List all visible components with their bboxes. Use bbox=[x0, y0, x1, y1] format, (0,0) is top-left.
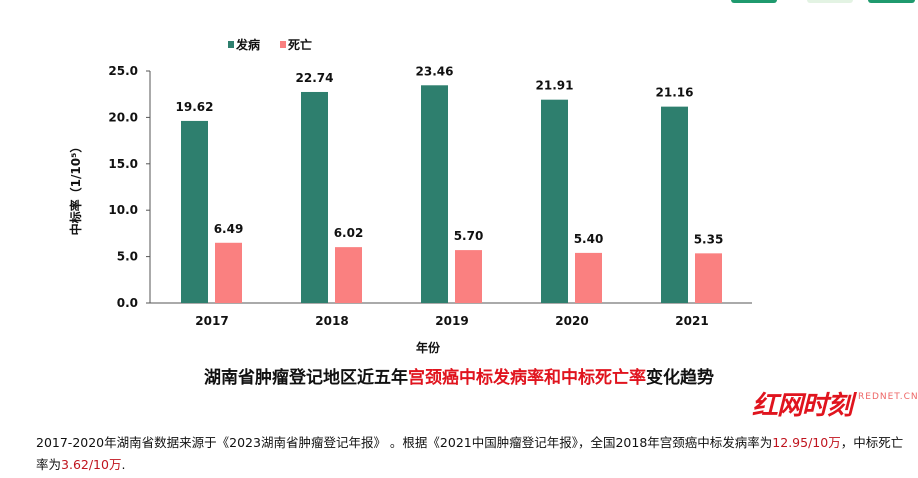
data-label: 5.35 bbox=[694, 232, 724, 246]
bar-mortality bbox=[335, 247, 362, 303]
y-tick-label: 25.0 bbox=[108, 64, 138, 78]
top-button-2[interactable] bbox=[807, 0, 853, 3]
x-tick-label: 2019 bbox=[435, 314, 468, 328]
y-tick-label: 5.0 bbox=[117, 250, 138, 264]
note-mortality-value: 3.62/10万 bbox=[61, 457, 122, 472]
caption-part1: 湖南省肿瘤登记地区近五年 bbox=[204, 368, 408, 388]
bar-mortality bbox=[215, 242, 242, 303]
legend-swatch bbox=[280, 41, 286, 48]
top-button-1[interactable] bbox=[731, 0, 777, 3]
y-tick-label: 10.0 bbox=[108, 203, 138, 217]
y-tick-label: 20.0 bbox=[108, 110, 138, 124]
data-label: 6.02 bbox=[334, 226, 364, 240]
x-tick-label: 2020 bbox=[555, 314, 588, 328]
caption-highlight: 宫颈癌中标发病率和中标死亡率 bbox=[408, 368, 646, 388]
data-label: 19.62 bbox=[176, 100, 214, 114]
legend-swatch bbox=[228, 41, 234, 48]
bar-incidence bbox=[301, 91, 328, 303]
watermark-logo: 红网时刻 bbox=[752, 391, 853, 421]
bar-mortality bbox=[455, 250, 482, 303]
data-label: 22.74 bbox=[296, 71, 334, 85]
x-axis-title: 年份 bbox=[416, 340, 441, 355]
watermark-sub: REDNET.CN bbox=[858, 392, 918, 402]
bar-chart: 0.0 5.0 10.0 15.0 20.0 25.0 2017 19.62 6.49 2018 2… bbox=[68, 37, 752, 355]
chart-caption: 湖南省肿瘤登记地区近五年宫颈癌中标发病率和中标死亡率变化趋势 bbox=[0, 368, 918, 388]
note-text: ，中标死亡率为 bbox=[36, 435, 904, 472]
bar-incidence bbox=[661, 106, 688, 304]
y-axis-title: 中标率（1/10⁵） bbox=[68, 141, 83, 236]
data-label: 21.91 bbox=[536, 79, 574, 93]
data-label: 5.70 bbox=[454, 229, 484, 243]
y-tick-label: 15.0 bbox=[108, 157, 138, 171]
caption-part3: 变化趋势 bbox=[646, 368, 714, 388]
x-tick-label: 2018 bbox=[315, 314, 348, 328]
source-note: 2017-2020年湖南省数据来源于《2023湖南省肿瘤登记年报》 。根据《20… bbox=[36, 432, 906, 476]
bar-incidence bbox=[181, 120, 208, 304]
bar-incidence bbox=[541, 99, 568, 303]
note-text: . bbox=[121, 457, 126, 472]
y-tick-label: 0.0 bbox=[117, 296, 138, 310]
bar-mortality bbox=[695, 253, 722, 303]
x-tick-label: 2021 bbox=[675, 314, 708, 328]
legend-label: 发病 bbox=[235, 37, 260, 52]
note-incidence-value: 12.95/10万 bbox=[772, 435, 841, 450]
bar-incidence bbox=[421, 85, 448, 303]
bar-mortality bbox=[575, 252, 602, 303]
data-label: 6.49 bbox=[214, 222, 244, 236]
data-label: 23.46 bbox=[416, 64, 454, 78]
x-tick-label: 2017 bbox=[195, 314, 228, 328]
note-text: 2017-2020年湖南省数据来源于《2023湖南省肿瘤登记年报》 。根据《20… bbox=[36, 435, 773, 450]
legend-label: 死亡 bbox=[288, 37, 312, 52]
data-label: 5.40 bbox=[574, 232, 604, 246]
top-button-3[interactable] bbox=[868, 0, 915, 3]
data-label: 21.16 bbox=[656, 86, 694, 100]
